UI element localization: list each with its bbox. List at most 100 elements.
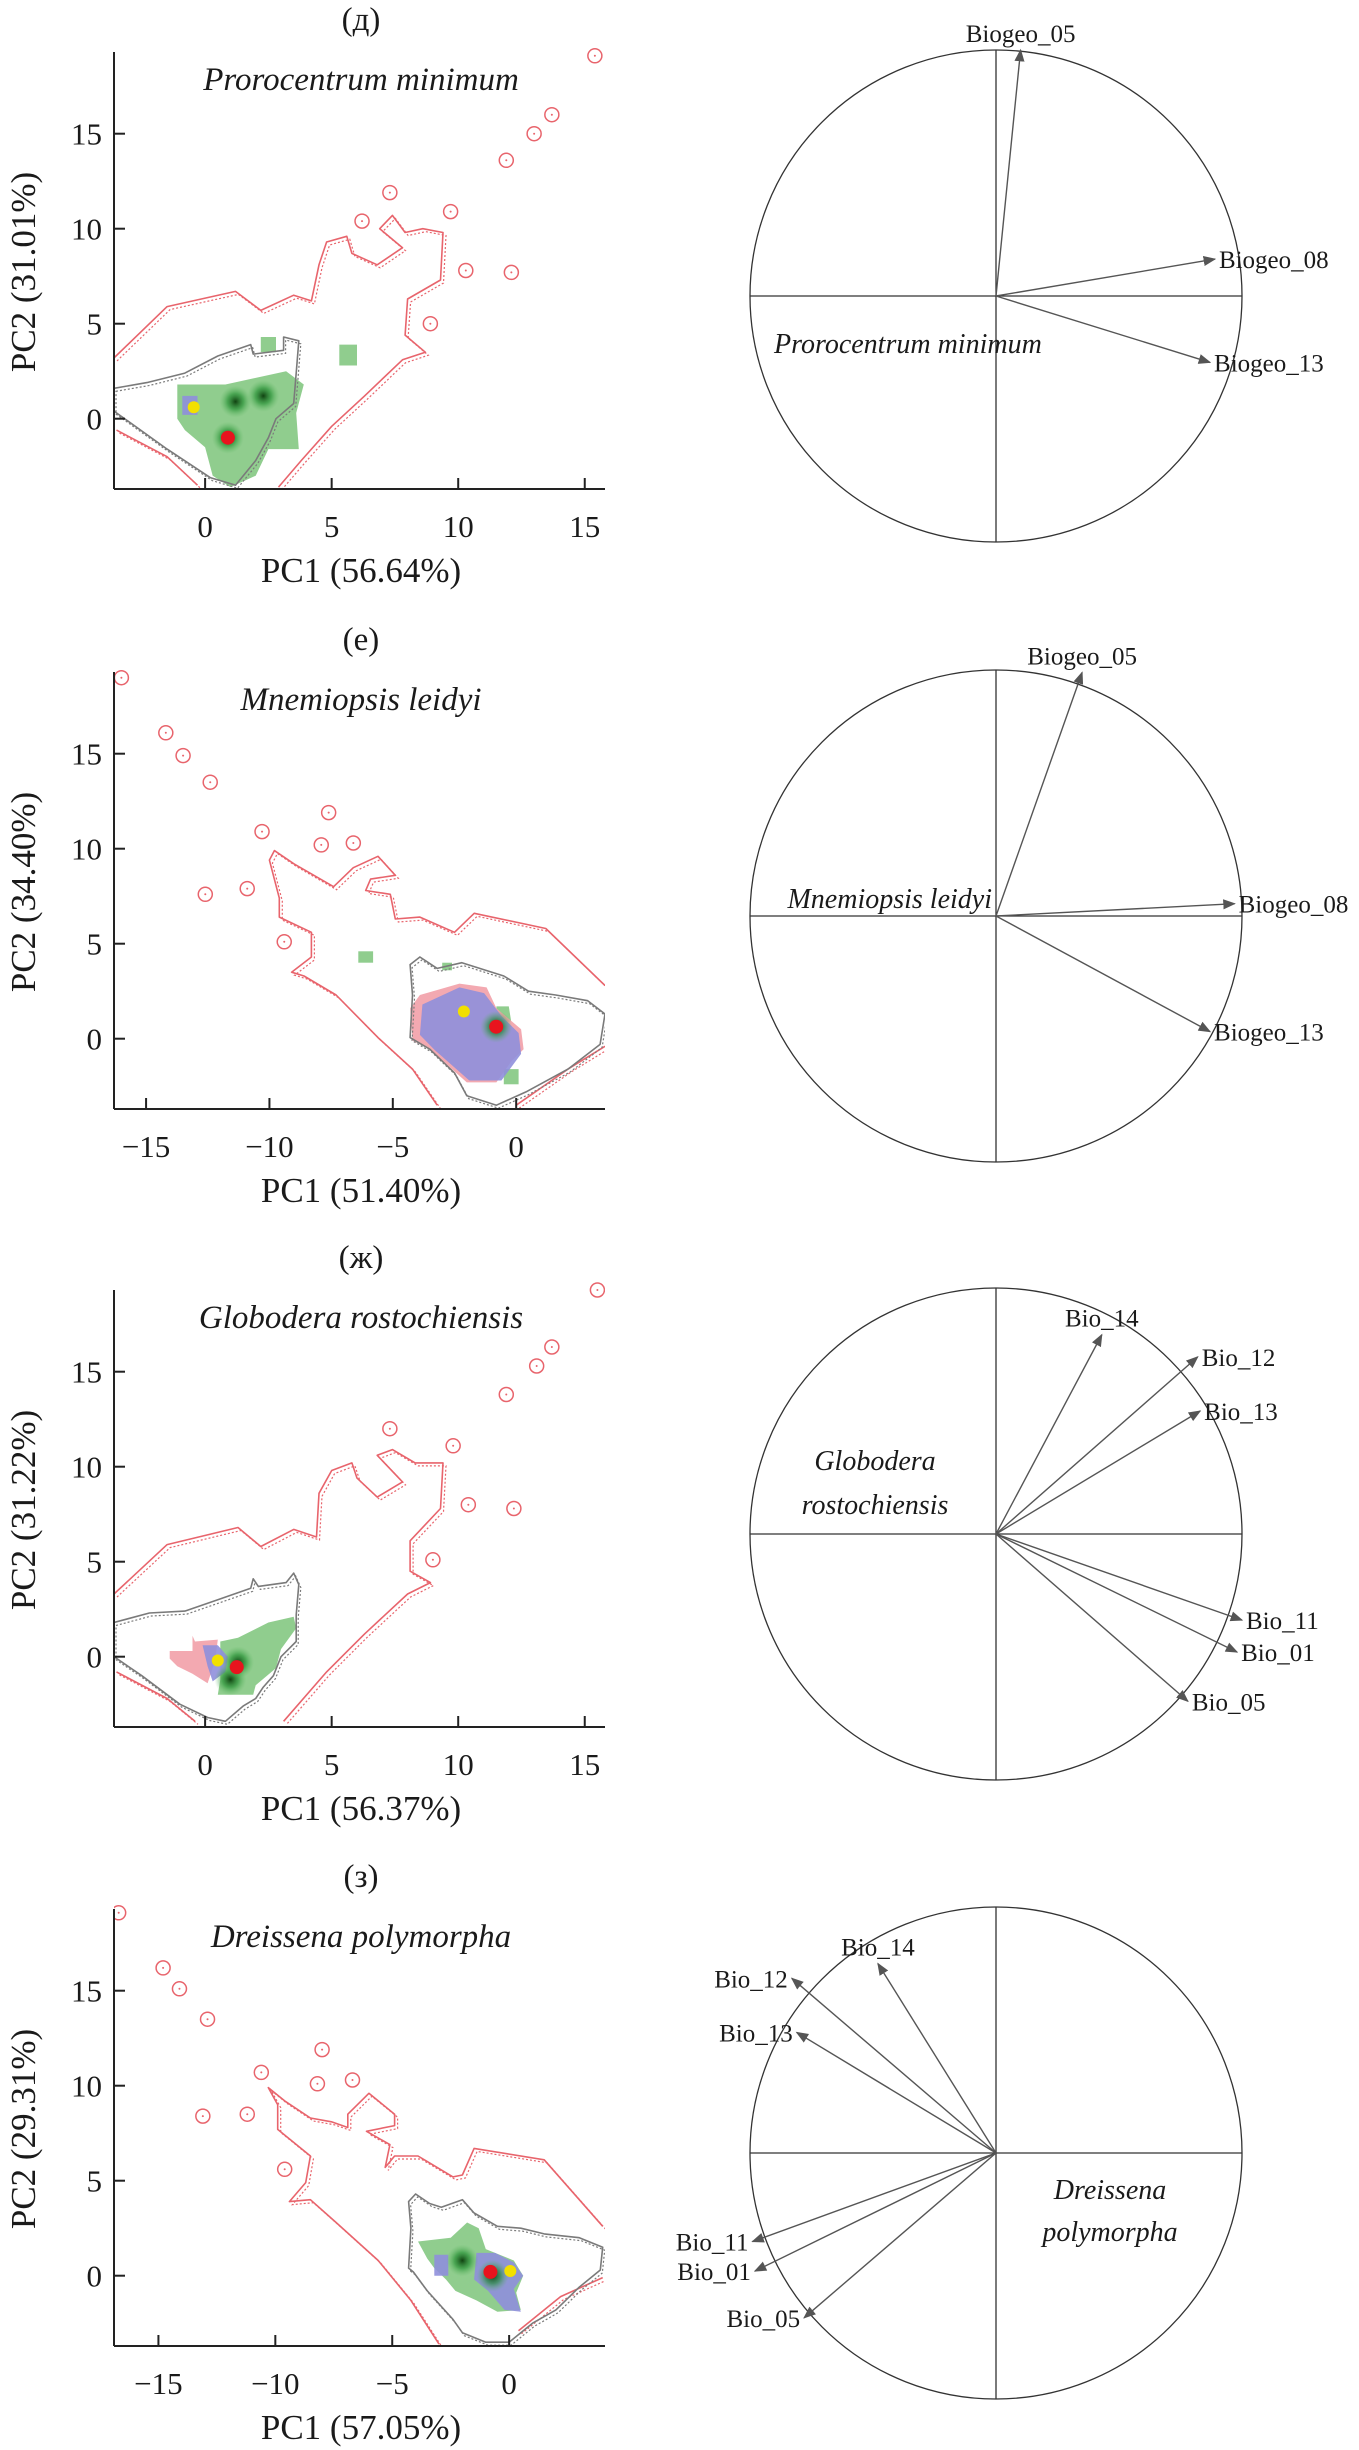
y-axis-label: PC2 (31.22%) [4,1410,43,1610]
species-title: Prorocentrum minimum [202,62,519,98]
plot-area [114,1282,605,1725]
background-contour [515,1045,605,1106]
background-island-center [467,1503,470,1506]
background-contour-island [309,2076,326,2092]
native-niche-region [339,344,357,366]
loading-arrow [995,915,1212,1033]
background-contour-island [158,725,174,741]
loading-arrow-label: Bio_01 [677,2259,751,2286]
invaded-contour-dotted [115,1574,302,1725]
density-hotspot [446,2244,479,2277]
y-tick-label: 10 [71,212,102,247]
loading-arrow [995,1333,1103,1535]
loading-arrow-label: Biogeo_08 [1219,247,1329,274]
invaded-contour [407,2193,604,2343]
background-island-center [260,2071,263,2074]
panel-2: (ж) 0 5 10 15 0 5 10 15 PC1 (56.37%) PC2 (31.22%) G… [4,1240,1319,1828]
circle-species-label-line2: rostochiensis [802,1490,949,1521]
loading-arrow-label: Biogeo_08 [1239,892,1349,919]
background-contour-island [544,1339,560,1355]
background-contour-island [442,203,459,220]
loading-arrow-label: Biogeo_05 [1027,643,1137,670]
x-tick-label: −15 [134,2366,182,2401]
panel-label: (д) [342,2,381,38]
background-contour-island [506,1500,522,1517]
background-contour-island [239,2106,256,2122]
background-island-center [512,1507,515,1510]
background-contour-dotted [119,1674,199,1725]
niche-overlap-region [434,2254,449,2276]
density-hotspot [219,385,252,418]
background-contour-island [320,804,337,821]
loading-arrow-label: Bio_12 [714,1966,788,1993]
background-island-center [388,1427,391,1430]
x-tick-label: 10 [443,509,474,544]
background-island-center [162,1966,165,1969]
panel-1: (е) −15 −10 −5 0 0 5 10 15 PC1 (51.40%) PC2 (34.40… [4,622,1348,1210]
background-contour-island [276,2161,293,2178]
native-centroid-point [504,2264,517,2277]
panel-label: (е) [343,622,380,658]
loading-arrow [995,1410,1202,1535]
x-axis-label: PC1 (57.05%) [261,2408,461,2447]
background-island-center [283,940,286,943]
loading-arrow-label: Bio_13 [1204,1399,1278,1426]
y-axis-label: PC2 (29.31%) [4,2029,43,2229]
circle-species-label-line1: Dreissena [1053,2175,1167,2206]
background-island-center [535,1365,538,1367]
x-tick-label: 15 [569,1747,600,1782]
x-axis-label: PC1 (51.40%) [261,1171,461,1210]
background-island-center [596,1289,599,1291]
background-contour-island [199,2011,216,2027]
background-contour-island [526,125,542,142]
background-contour [114,214,444,488]
correlation-circle: Biogeo_05 Biogeo_08 Biogeo_13 Prorocentrum … [749,21,1329,543]
loading-arrow [995,295,1212,364]
background-contour-island [544,106,560,123]
background-island-center [204,893,207,896]
panel-label: (ж) [339,1240,384,1276]
x-axis-label: PC1 (56.64%) [261,551,461,590]
background-island-center [246,887,249,890]
correlation-circle: Biogeo_05 Biogeo_08 Biogeo_13 Mnemiopsis le… [749,643,1349,1163]
background-island-center [120,676,123,679]
loading-arrow [995,671,1084,917]
loading-arrow [995,1533,1244,1622]
loading-arrow [995,1533,1189,1703]
loading-arrow-label: Bio_05 [726,2306,800,2333]
panel-3: (з) −15 −10 −5 0 0 5 10 15 PC1 (57.05%) PC2 (29.31… [4,1859,1243,2447]
native-niche-region [260,337,276,353]
background-contour-island [253,2064,270,2081]
background-contour-dotted [116,217,447,489]
invaded-centroid-point [220,430,235,445]
y-tick-label: 5 [87,2164,103,2199]
y-tick-label: 0 [87,1022,103,1057]
background-contour-island [345,835,362,851]
background-contour-island [202,774,218,790]
x-tick-label: −5 [376,1129,409,1164]
x-tick-label: 0 [501,2366,517,2401]
niche-plot: 0 5 10 15 0 5 10 15 PC1 (56.37%) PC2 (31.22%) Glob… [4,1282,605,1828]
loading-arrow-label: Bio_01 [1241,1640,1315,1667]
background-contour-island [425,1552,441,1568]
loading-arrow [795,2031,997,2154]
y-tick-label: 5 [87,927,103,962]
background-contour-island [445,1438,461,1454]
background-contour-island [197,886,214,903]
x-tick-label: 15 [569,509,600,544]
loading-arrow-label: Bio_14 [1065,1306,1139,1333]
background-island-center [361,220,364,223]
loading-arrow [751,2152,997,2243]
background-contour-island [254,823,270,840]
native-centroid-point [211,1654,224,1667]
background-island-center [550,1346,553,1348]
background-contour-island [344,2072,361,2088]
background-island-center [201,2115,204,2118]
correlation-circle: Bio_14 Bio_12 Bio_13 Bio_11 Bio_01 Bio_05 Glob… [749,1287,1319,1781]
x-tick-label: 0 [197,1747,213,1782]
background-contour-island [382,1420,398,1437]
y-tick-label: 0 [87,1640,103,1675]
x-axis-label: PC1 (56.37%) [261,1789,461,1828]
background-island-center [352,842,355,844]
